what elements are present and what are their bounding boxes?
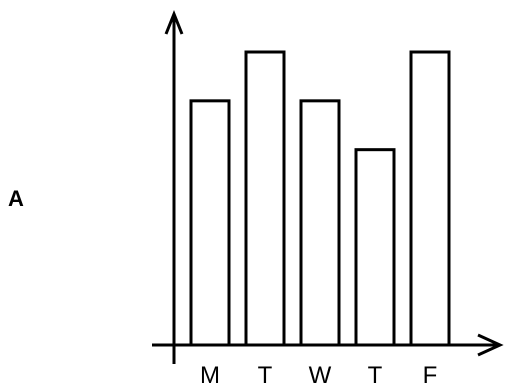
- x-tick-label-1: M: [200, 362, 220, 387]
- x-tick-label-4: T: [368, 362, 383, 387]
- bars-layer: [189, 50, 451, 347]
- x-tick-label-3: W: [309, 362, 332, 387]
- axes-layer: [152, 9, 504, 364]
- bar-5: [409, 50, 451, 347]
- x-tick-label-5: F: [423, 362, 438, 387]
- y-axis-arrowhead: [164, 9, 184, 35]
- bar-3: [299, 99, 341, 347]
- bar-2: [244, 50, 286, 347]
- bar-1: [189, 99, 231, 347]
- x-tick-label-2: T: [258, 362, 273, 387]
- figure-label: A: [8, 186, 24, 211]
- x-axis-arrowhead: [477, 333, 504, 357]
- bar-4: [354, 148, 396, 347]
